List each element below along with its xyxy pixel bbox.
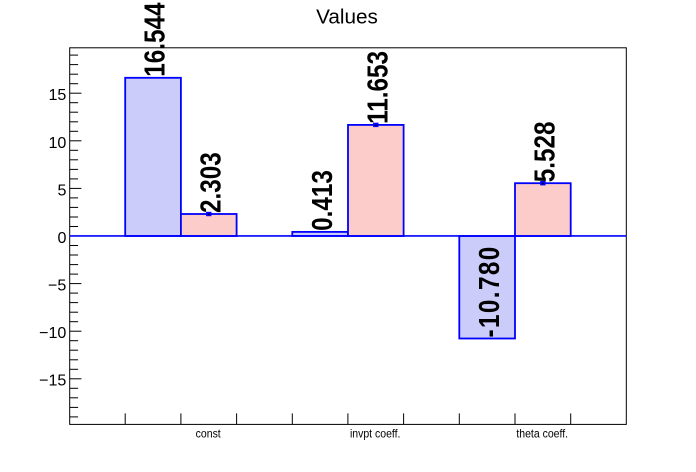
svg-text:Values: Values bbox=[316, 6, 378, 29]
svg-text:15: 15 bbox=[48, 86, 66, 104]
svg-text:-10.780: -10.780 bbox=[473, 245, 505, 337]
svg-text:16.544: 16.544 bbox=[139, 2, 171, 76]
svg-text:const: const bbox=[196, 428, 221, 441]
svg-text:5: 5 bbox=[57, 181, 66, 199]
svg-text:−15: −15 bbox=[39, 372, 66, 390]
svg-text:10: 10 bbox=[48, 134, 66, 152]
svg-text:−5: −5 bbox=[48, 277, 66, 295]
svg-text:0.413: 0.413 bbox=[306, 170, 338, 231]
svg-text:2.303: 2.303 bbox=[194, 152, 226, 213]
svg-text:5.528: 5.528 bbox=[528, 121, 560, 182]
svg-text:−10: −10 bbox=[39, 324, 66, 342]
svg-text:invpt coeff.: invpt coeff. bbox=[350, 428, 400, 441]
svg-text:theta coeff.: theta coeff. bbox=[516, 428, 568, 441]
svg-text:11.653: 11.653 bbox=[361, 51, 393, 124]
svg-text:0: 0 bbox=[57, 229, 66, 247]
